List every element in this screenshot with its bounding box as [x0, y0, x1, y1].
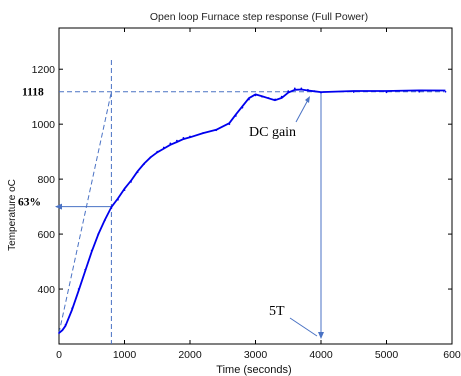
series-point [189, 135, 191, 138]
series-point [241, 106, 244, 109]
series-layer [58, 87, 447, 334]
series-point [274, 98, 277, 101]
series-point [162, 146, 165, 149]
plot-area [58, 27, 453, 345]
initial-slope-tangent [58, 91, 112, 334]
series-point [234, 115, 237, 117]
y63-arrow-head [55, 203, 62, 210]
series-point [149, 156, 152, 159]
series-point [293, 87, 296, 90]
series-point [418, 90, 421, 93]
series-point [385, 91, 388, 94]
series-point [300, 87, 303, 90]
annotation-5t: 5T [269, 304, 285, 319]
series-point [280, 95, 283, 98]
series-point [123, 189, 126, 192]
series-point [307, 88, 309, 91]
series-point [287, 90, 290, 93]
series-point [169, 142, 172, 145]
series-point [444, 90, 447, 93]
series-point [103, 219, 106, 222]
x-tick-label: 0 [56, 349, 62, 361]
series-point [143, 163, 146, 165]
y-tick-label: 1200 [32, 64, 56, 76]
x-tick-label: 4000 [309, 349, 333, 361]
series-point [352, 91, 355, 93]
series-point [182, 137, 185, 139]
series-point [97, 233, 100, 235]
y-tick-label: 400 [37, 284, 55, 296]
x-tick-label: 600 [443, 349, 461, 361]
x-axis-ticks: 0 1000 2000 3000 4000 5000 600 [56, 28, 461, 361]
series-point [71, 307, 73, 310]
series-point [117, 198, 119, 201]
series-point [64, 323, 67, 326]
series-point [261, 95, 263, 98]
x-axis-label: Time (seconds) [216, 364, 291, 376]
annotation-63-percent: 63% [18, 197, 41, 209]
series-point [202, 132, 205, 134]
series-point [313, 90, 316, 93]
series-point [254, 94, 257, 97]
series-point [176, 139, 178, 142]
series-point [110, 207, 113, 209]
series-point [61, 329, 64, 332]
chart-title: Open loop Furnace step response (Full Po… [150, 11, 368, 23]
series-point [320, 91, 322, 94]
five-tau-pointer [289, 317, 318, 337]
series-point [267, 97, 270, 99]
y-axis-ticks: 400 600 800 1000 1200 [32, 64, 452, 296]
dc-gain-pointer [295, 97, 310, 123]
x-tick-label: 2000 [178, 349, 202, 361]
five-tau-arrow-head [318, 332, 324, 339]
series-point [130, 180, 132, 183]
y-axis-label: Temperature oC [7, 179, 18, 251]
y-tick-label: 600 [37, 229, 55, 241]
series-point [84, 268, 87, 271]
series-point [58, 332, 60, 334]
series-point [215, 129, 218, 132]
x-tick-label: 5000 [375, 349, 399, 361]
series-point [77, 288, 80, 290]
series-point [228, 123, 231, 126]
x-tick-label: 3000 [244, 349, 268, 361]
annotation-final-value: 1118 [22, 87, 44, 99]
x-tick-label: 1000 [113, 349, 137, 361]
series-point [156, 150, 159, 153]
y-tick-label: 1000 [32, 119, 56, 131]
dc-gain-pointer-head [305, 96, 310, 103]
series-point [248, 98, 250, 101]
series-point [136, 171, 139, 174]
annotation-dc-gain: DC gain [249, 125, 296, 140]
y-tick-label: 800 [37, 174, 55, 186]
series-point [90, 249, 93, 252]
annotations-layer: 1118 63% DC gain 5T [18, 87, 318, 337]
